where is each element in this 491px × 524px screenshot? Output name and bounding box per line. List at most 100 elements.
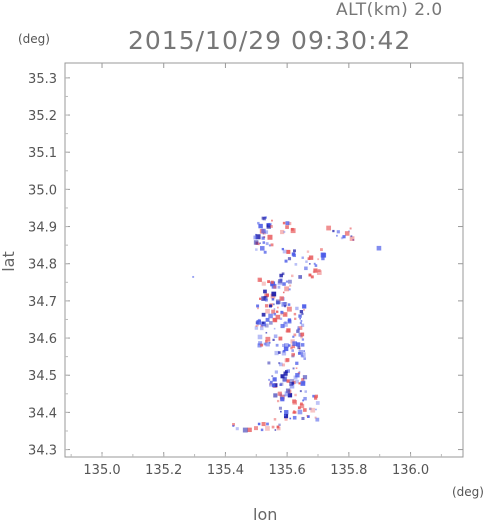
echo-pixel — [192, 275, 195, 278]
echo-pixel — [263, 250, 267, 254]
echo-pixel — [289, 378, 295, 384]
echo-pixel — [274, 370, 278, 374]
echo-pixel — [300, 354, 303, 357]
echo-pixel — [278, 362, 283, 367]
echo-pixel — [255, 234, 261, 240]
echo-pixel — [313, 268, 318, 273]
echo-pixel — [295, 379, 299, 384]
echo-pixel — [284, 414, 286, 417]
echo-pixel — [289, 284, 292, 287]
echo-pixel — [281, 247, 285, 251]
echo-pixel — [297, 409, 303, 415]
echo-pixel — [290, 228, 296, 234]
echo-pixel — [277, 391, 282, 396]
x-tick-label: 135.0 — [83, 463, 120, 478]
echo-pixel — [278, 362, 281, 365]
echo-pixel — [300, 323, 305, 327]
echo-pixel — [280, 410, 282, 413]
echo-pixel — [266, 224, 271, 229]
echo-pixel — [314, 264, 318, 267]
echo-pixel — [312, 270, 316, 274]
echo-pixel — [322, 254, 325, 257]
echo-pixel — [303, 408, 307, 412]
echo-pixel — [344, 231, 350, 236]
echo-pixel — [284, 305, 287, 308]
echo-pixel — [265, 317, 270, 322]
echo-pixel — [286, 328, 291, 333]
echo-pixel — [271, 425, 275, 429]
echo-pixel — [287, 303, 291, 306]
echo-pixel — [301, 378, 305, 382]
echo-pixel — [283, 371, 288, 376]
echo-pixel — [282, 221, 286, 225]
echo-pixel — [274, 350, 279, 356]
echo-pixel — [261, 281, 266, 286]
echo-pixel — [255, 325, 258, 327]
echo-pixel — [299, 390, 302, 393]
x-tick-label: 136.0 — [392, 463, 429, 478]
echo-pixel — [271, 219, 273, 222]
echo-pixel — [283, 322, 288, 327]
echo-pixel — [268, 222, 272, 227]
echo-pixel — [300, 381, 306, 386]
echo-pixel — [257, 343, 262, 348]
echo-pixel — [256, 320, 262, 325]
echo-pixel — [271, 309, 276, 314]
echo-pixel — [272, 377, 277, 382]
echo-pixel — [326, 225, 332, 231]
echo-pixel — [280, 229, 285, 235]
echo-pixel — [295, 367, 298, 370]
echo-pixel — [336, 230, 340, 234]
echo-pixel — [255, 248, 258, 251]
echo-pixel — [261, 312, 266, 317]
echo-pixel — [273, 285, 277, 289]
echo-pixel — [297, 352, 301, 355]
echo-pixel — [301, 312, 304, 316]
echo-pixel — [296, 329, 300, 333]
echo-pixel — [257, 277, 262, 282]
echo-pixel — [298, 382, 301, 385]
echo-pixel — [276, 425, 280, 429]
echo-pixel — [315, 417, 320, 422]
echo-pixel — [285, 388, 291, 393]
echo-pixel — [284, 391, 290, 397]
echo-pixel — [340, 236, 344, 240]
echo-pixel — [300, 343, 305, 347]
echo-pixel — [256, 324, 259, 327]
echo-pixel — [302, 380, 306, 384]
echo-pixel — [291, 349, 294, 352]
echo-pixel — [293, 333, 297, 337]
echo-pixel — [312, 394, 315, 398]
echo-pixel — [270, 281, 276, 287]
echo-pixel — [302, 375, 308, 380]
echo-pixel — [280, 313, 283, 316]
echo-pixel — [261, 422, 266, 427]
echo-pixel — [295, 361, 299, 365]
echo-pixel — [259, 326, 264, 331]
echo-pixel — [301, 338, 305, 341]
echo-pixel — [349, 236, 355, 241]
echo-pixel — [277, 285, 281, 289]
echo-pixel — [279, 383, 282, 386]
echo-pixel — [295, 306, 299, 311]
echo-pixel — [257, 307, 259, 310]
echo-pixel — [349, 227, 352, 230]
echo-pixel — [269, 382, 273, 386]
echo-pixel — [264, 304, 269, 308]
echo-pixel — [268, 313, 273, 319]
echo-pixel — [297, 326, 300, 328]
echo-pixel — [314, 416, 317, 419]
echo-pixel — [300, 332, 305, 337]
x-tick-label: 135.4 — [207, 463, 244, 478]
echo-pixel — [273, 418, 277, 421]
echo-pixel — [297, 346, 301, 350]
echo-pixel — [269, 383, 273, 387]
echo-pixel — [265, 336, 271, 342]
echo-pixel — [254, 326, 259, 330]
echo-pixel — [260, 343, 264, 347]
echo-pixel — [298, 314, 302, 318]
echo-pixel — [287, 319, 292, 324]
echo-pixel — [298, 275, 303, 279]
echo-pixel — [269, 321, 273, 325]
y-tick-label: 34.6 — [28, 332, 57, 347]
